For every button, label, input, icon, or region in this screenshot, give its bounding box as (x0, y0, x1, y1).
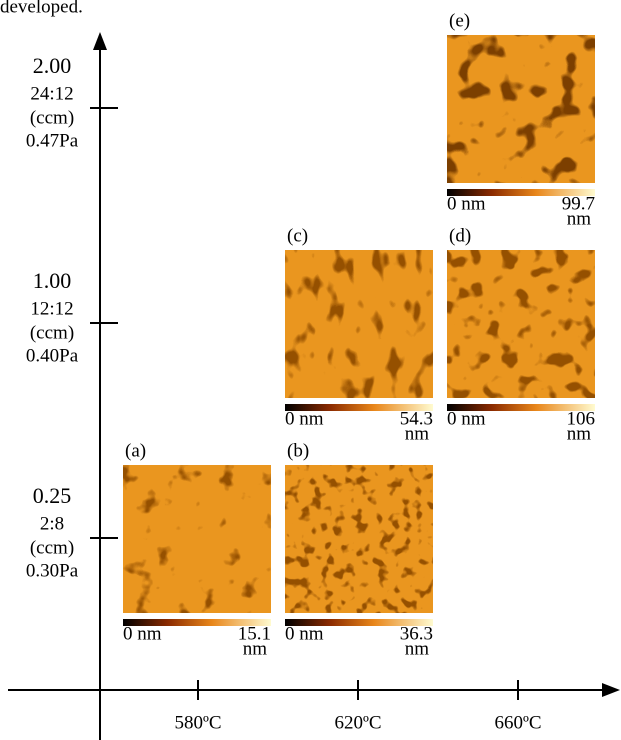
panel-label: (b) (287, 440, 309, 461)
x-label: 580ºC (174, 712, 221, 733)
y-pressure: 0.30Pa (26, 560, 79, 581)
colorbar (285, 404, 433, 411)
colorbar-max: 106 (567, 408, 596, 429)
colorbar-min: 0 nm (447, 193, 486, 214)
afm-texture (447, 35, 595, 183)
colorbar (447, 404, 595, 411)
panel-label: (a) (125, 440, 146, 461)
colorbar-unit: nm (405, 423, 430, 444)
colorbar-min: 0 nm (123, 623, 162, 644)
afm-texture (123, 465, 271, 613)
x-arrow (602, 683, 620, 697)
colorbar-min: 0 nm (285, 623, 324, 644)
colorbar-max: 15.1 (238, 623, 271, 644)
panel-label: (c) (287, 225, 308, 246)
y-flow: 24:12 (30, 83, 73, 104)
x-label: 620ºC (334, 712, 381, 733)
afm-texture (285, 465, 433, 613)
colorbar (285, 619, 433, 626)
y-flow: 12:12 (30, 298, 73, 319)
colorbar-unit: nm (243, 638, 268, 659)
colorbar (447, 189, 595, 196)
colorbar-unit: nm (567, 208, 592, 229)
colorbar-unit: nm (405, 638, 430, 659)
afm-texture (285, 250, 433, 398)
colorbar-max: 99.7 (562, 193, 595, 214)
y-ratio: 1.00 (33, 268, 72, 293)
y-unit: (ccm) (30, 322, 74, 343)
y-ratio: 2.00 (33, 53, 72, 78)
caption-fragment: developed. (0, 0, 83, 17)
colorbar-min: 0 nm (447, 408, 486, 429)
colorbar-unit: nm (567, 423, 592, 444)
y-unit: (ccm) (30, 537, 74, 558)
colorbar (123, 619, 271, 626)
colorbar-max: 54.3 (400, 408, 433, 429)
x-label: 660ºC (494, 712, 541, 733)
y-ratio: 0.25 (33, 483, 72, 508)
y-pressure: 0.40Pa (26, 345, 79, 366)
y-unit: (ccm) (30, 107, 74, 128)
y-pressure: 0.47Pa (26, 130, 79, 151)
panel-label: (d) (449, 225, 471, 246)
y-arrow (93, 32, 107, 50)
colorbar-max: 36.3 (400, 623, 433, 644)
y-flow: 2:8 (40, 513, 64, 534)
panel-label: (e) (449, 10, 470, 31)
afm-texture (447, 250, 595, 398)
colorbar-min: 0 nm (285, 408, 324, 429)
